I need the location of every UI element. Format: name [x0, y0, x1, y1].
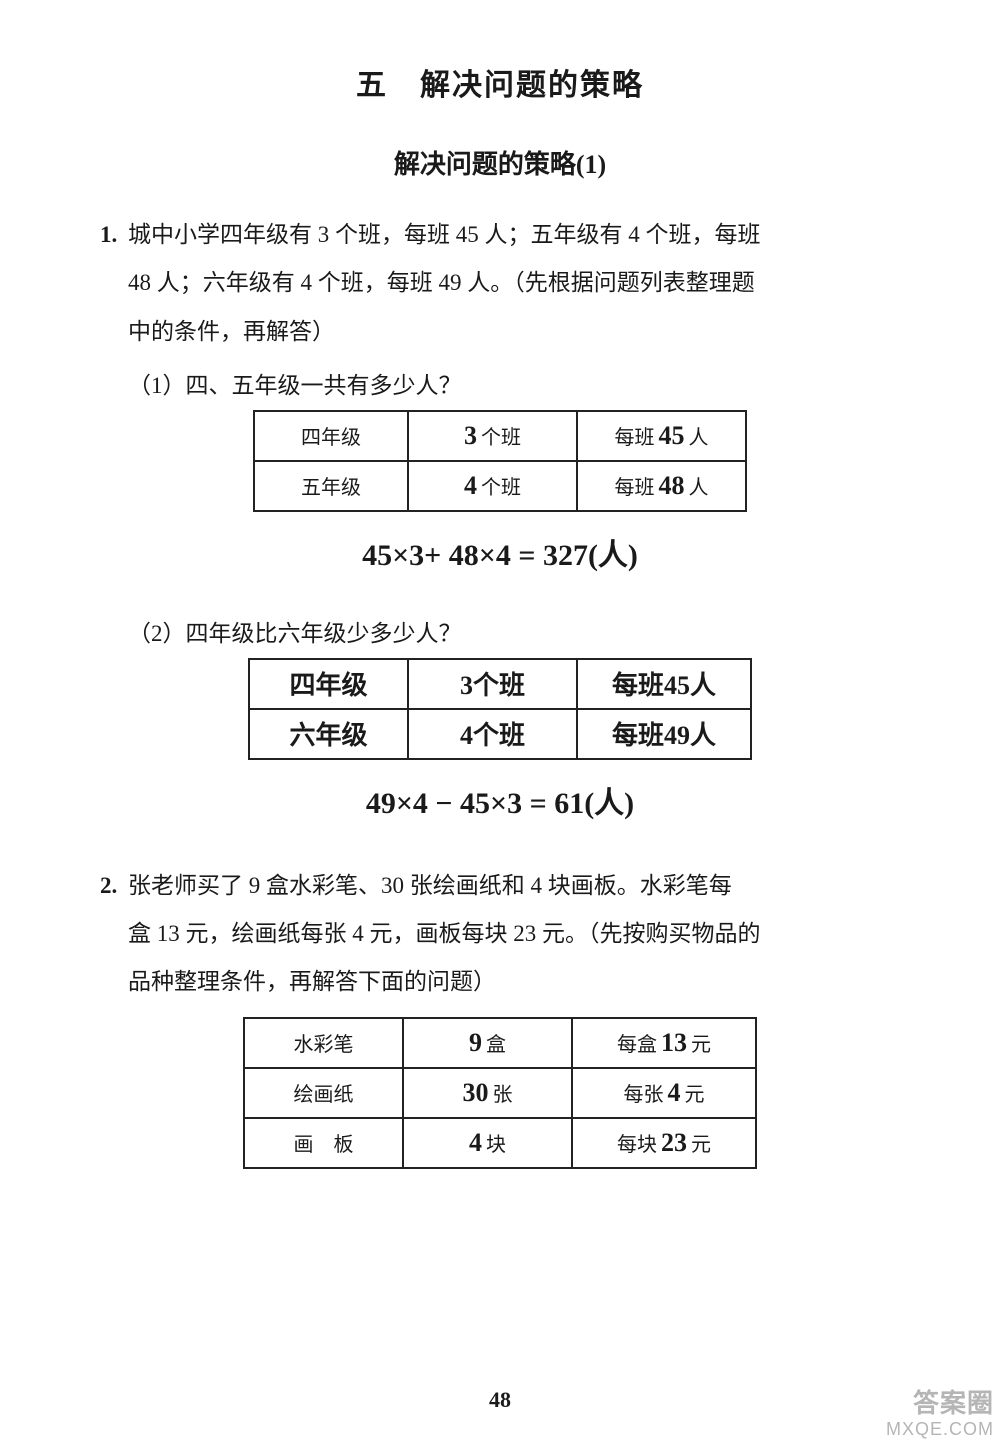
qty-value: 30 — [463, 1078, 489, 1108]
qty-value: 4 — [469, 1128, 482, 1158]
classes-hand: 4个班 — [460, 715, 525, 752]
classes-unit: 个班 — [481, 421, 521, 450]
problem-1-number: 1. — [100, 211, 128, 259]
unit-prefix: 每张 — [624, 1078, 664, 1107]
problem-1-sub2-table: 四年级 3个班 每班45人 六年级 4个班 每班49人 — [248, 658, 752, 760]
perclass-unit: 人 — [689, 421, 709, 450]
qty-unit: 张 — [493, 1078, 513, 1107]
perclass-hand: 每班45人 — [612, 665, 716, 702]
qty-unit: 块 — [486, 1128, 506, 1157]
problem-2-table: 水彩笔 9盒 每盒13元 绘画纸 30张 每张4元 画 板 4块 每块23元 — [243, 1017, 757, 1169]
problem-1-line3: 中的条件，再解答） — [128, 319, 335, 344]
page-number: 48 — [0, 1387, 1000, 1413]
table-row: 水彩笔 9盒 每盒13元 — [244, 1018, 756, 1068]
problem-2: 2.张老师买了 9 盒水彩笔、30 张绘画纸和 4 块画板。水彩笔每 盒 13 … — [100, 862, 900, 1169]
grade-label: 五年级 — [301, 471, 361, 500]
grade-label: 四年级 — [301, 421, 361, 450]
classes-value: 4 — [464, 471, 477, 501]
qty-value: 9 — [469, 1028, 482, 1058]
watermark-line1: 答案圈 — [886, 1388, 994, 1419]
unit-prefix: 每盒 — [617, 1028, 657, 1057]
perclass-prefix: 每班 — [615, 421, 655, 450]
perclass-prefix: 每班 — [615, 471, 655, 500]
price-unit: 元 — [691, 1028, 711, 1057]
section-title: 解决问题的策略(1) — [100, 144, 900, 181]
price-value: 4 — [668, 1078, 681, 1108]
problem-2-line1: 张老师买了 9 盒水彩笔、30 张绘画纸和 4 块画板。水彩笔每 — [128, 873, 732, 898]
price-unit: 元 — [691, 1128, 711, 1157]
table-row: 四年级 3个班 每班45人 — [249, 659, 751, 709]
watermark-line2: MXQE.COM — [886, 1419, 994, 1441]
item-label: 绘画纸 — [294, 1078, 354, 1107]
table-row: 四年级 3个班 每班45人 — [254, 411, 746, 461]
problem-1-sub2-label: （2）四年级比六年级少多少人？ — [128, 614, 900, 648]
item-label: 水彩笔 — [294, 1028, 354, 1057]
problem-1-sub1-table: 四年级 3个班 每班45人 五年级 4个班 每班48人 — [253, 410, 747, 512]
problem-2-number: 2. — [100, 862, 128, 910]
problem-1: 1.城中小学四年级有 3 个班，每班 45 人；五年级有 4 个班，每班 48 … — [100, 211, 900, 822]
problem-2-line2: 盒 13 元，绘画纸每张 4 元，画板每块 23 元。（先按购买物品的 — [128, 921, 761, 946]
problem-2-text: 2.张老师买了 9 盒水彩笔、30 张绘画纸和 4 块画板。水彩笔每 盒 13 … — [100, 862, 900, 1007]
classes-hand: 3个班 — [460, 665, 525, 702]
table-row: 五年级 4个班 每班48人 — [254, 461, 746, 511]
price-value: 23 — [661, 1128, 687, 1158]
problem-1-text: 1.城中小学四年级有 3 个班，每班 45 人；五年级有 4 个班，每班 48 … — [100, 211, 900, 356]
table-row: 六年级 4个班 每班49人 — [249, 709, 751, 759]
table-row: 绘画纸 30张 每张4元 — [244, 1068, 756, 1118]
table-row: 画 板 4块 每块23元 — [244, 1118, 756, 1168]
perclass-hand: 每班49人 — [612, 715, 716, 752]
problem-1-sub1-equation: 45×3+ 48×4 = 327(人) — [100, 530, 900, 574]
watermark: 答案圈 MXQE.COM — [886, 1388, 994, 1441]
problem-1-line2: 48 人；六年级有 4 个班，每班 49 人。（先根据问题列表整理题 — [128, 270, 755, 295]
classes-unit: 个班 — [481, 471, 521, 500]
grade-hand: 四年级 — [289, 665, 367, 702]
problem-1-line1: 城中小学四年级有 3 个班，每班 45 人；五年级有 4 个班，每班 — [128, 222, 761, 247]
problem-1-sub1-label: （1）四、五年级一共有多少人？ — [128, 366, 900, 400]
perclass-unit: 人 — [689, 471, 709, 500]
classes-value: 3 — [464, 421, 477, 451]
problem-2-line3: 品种整理条件，再解答下面的问题） — [128, 969, 496, 994]
problem-1-sub2-equation: 49×4 − 45×3 = 61(人) — [100, 778, 900, 822]
price-unit: 元 — [685, 1078, 705, 1107]
perclass-value: 45 — [659, 421, 685, 451]
item-label: 画 板 — [294, 1128, 354, 1157]
qty-unit: 盒 — [486, 1028, 506, 1057]
chapter-title: 五 解决问题的策略 — [100, 60, 900, 104]
grade-hand: 六年级 — [289, 715, 367, 752]
price-value: 13 — [661, 1028, 687, 1058]
unit-prefix: 每块 — [617, 1128, 657, 1157]
perclass-value: 48 — [659, 471, 685, 501]
